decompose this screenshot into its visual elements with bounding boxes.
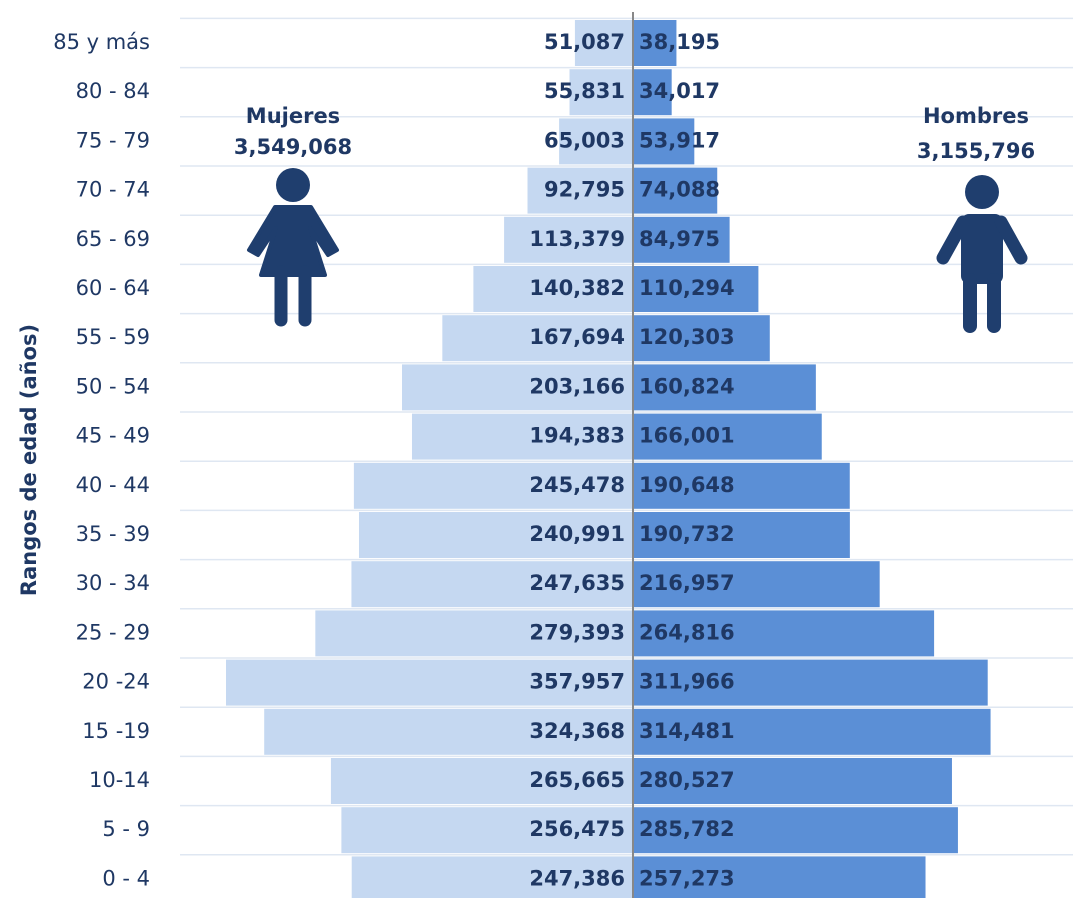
bar <box>574 20 633 66</box>
value-label: 92,795 <box>544 178 625 202</box>
category-label: 10-14 <box>89 768 150 792</box>
bar <box>351 856 633 898</box>
bar <box>633 659 988 706</box>
series-total: 3,549,068 <box>234 135 352 159</box>
category-label: 80 - 84 <box>76 79 150 103</box>
category-label: 85 y más <box>53 30 150 54</box>
bar <box>633 758 952 804</box>
series-total: 3,155,796 <box>917 139 1035 163</box>
bar <box>315 610 633 657</box>
y-axis-label: Rangos de edad (años) <box>17 324 41 596</box>
category-label: 40 - 44 <box>76 473 150 497</box>
bar <box>341 807 633 854</box>
value-label: 140,382 <box>529 276 625 300</box>
category-label: 65 - 69 <box>76 227 150 251</box>
value-label: 38,195 <box>639 30 720 54</box>
bar <box>633 315 770 362</box>
bar <box>401 364 633 411</box>
category-label: 70 - 74 <box>76 178 150 202</box>
value-label: 216,957 <box>639 571 735 595</box>
category-label: 55 - 59 <box>76 325 150 349</box>
bar <box>633 856 926 898</box>
bar <box>569 69 633 116</box>
bar <box>351 561 633 608</box>
male-icon <box>936 175 1028 333</box>
value-label: 203,166 <box>529 374 625 398</box>
category-label: 0 - 4 <box>102 866 150 890</box>
series-name: Mujeres <box>246 104 340 128</box>
category-label: 5 - 9 <box>102 817 150 841</box>
bar <box>633 807 958 854</box>
bar <box>633 413 822 460</box>
bar <box>633 167 718 214</box>
value-label: 314,481 <box>639 719 735 743</box>
value-label: 84,975 <box>639 227 720 251</box>
bar <box>559 118 633 165</box>
bar <box>264 708 633 755</box>
bar <box>633 512 850 558</box>
value-label: 357,957 <box>529 670 625 694</box>
value-label: 51,087 <box>544 30 625 54</box>
value-label: 194,383 <box>529 424 625 448</box>
bar <box>633 216 730 263</box>
bar <box>633 118 695 165</box>
value-label: 240,991 <box>529 522 625 546</box>
category-label: 60 - 64 <box>76 276 150 300</box>
value-label: 265,665 <box>529 768 625 792</box>
value-label: 247,386 <box>529 866 625 890</box>
value-label: 190,732 <box>639 522 735 546</box>
value-label: 113,379 <box>529 227 625 251</box>
value-label: 110,294 <box>639 276 735 300</box>
value-label: 120,303 <box>639 325 735 349</box>
bar <box>633 266 759 312</box>
value-label: 34,017 <box>639 79 720 103</box>
category-label: 75 - 79 <box>76 128 150 152</box>
value-label: 190,648 <box>639 473 735 497</box>
category-label: 30 - 34 <box>76 571 150 595</box>
bar <box>633 708 991 755</box>
value-label: 285,782 <box>639 817 735 841</box>
value-label: 280,527 <box>639 768 735 792</box>
bar <box>633 364 816 411</box>
value-label: 279,393 <box>529 620 625 644</box>
bar <box>330 758 633 804</box>
value-label: 256,475 <box>529 817 625 841</box>
bar <box>633 69 672 116</box>
category-label: 25 - 29 <box>76 620 150 644</box>
bar <box>353 462 633 509</box>
bar <box>411 413 633 460</box>
value-label: 160,824 <box>639 374 735 398</box>
category-label: 15 -19 <box>82 719 150 743</box>
bar <box>527 167 633 214</box>
value-label: 264,816 <box>639 620 735 644</box>
value-label: 55,831 <box>544 79 625 103</box>
bar <box>442 315 633 362</box>
value-label: 245,478 <box>529 473 625 497</box>
category-label: 45 - 49 <box>76 424 150 448</box>
value-label: 257,273 <box>639 866 735 890</box>
bar <box>633 610 935 657</box>
value-label: 324,368 <box>529 719 625 743</box>
bar <box>633 20 677 66</box>
value-label: 311,966 <box>639 670 735 694</box>
value-label: 166,001 <box>639 424 735 448</box>
bar <box>504 216 633 263</box>
value-label: 247,635 <box>529 571 625 595</box>
female-icon <box>247 168 339 327</box>
category-label: 50 - 54 <box>76 374 150 398</box>
category-label: 35 - 39 <box>76 522 150 546</box>
value-label: 65,003 <box>544 128 625 152</box>
series-name: Hombres <box>923 104 1029 128</box>
bar <box>226 659 633 706</box>
category-label: 20 -24 <box>82 670 150 694</box>
bar <box>633 462 850 509</box>
value-label: 74,088 <box>639 178 720 202</box>
bar <box>358 512 633 558</box>
bar <box>633 561 880 608</box>
value-label: 53,917 <box>639 128 720 152</box>
bar <box>473 266 633 312</box>
value-label: 167,694 <box>529 325 625 349</box>
